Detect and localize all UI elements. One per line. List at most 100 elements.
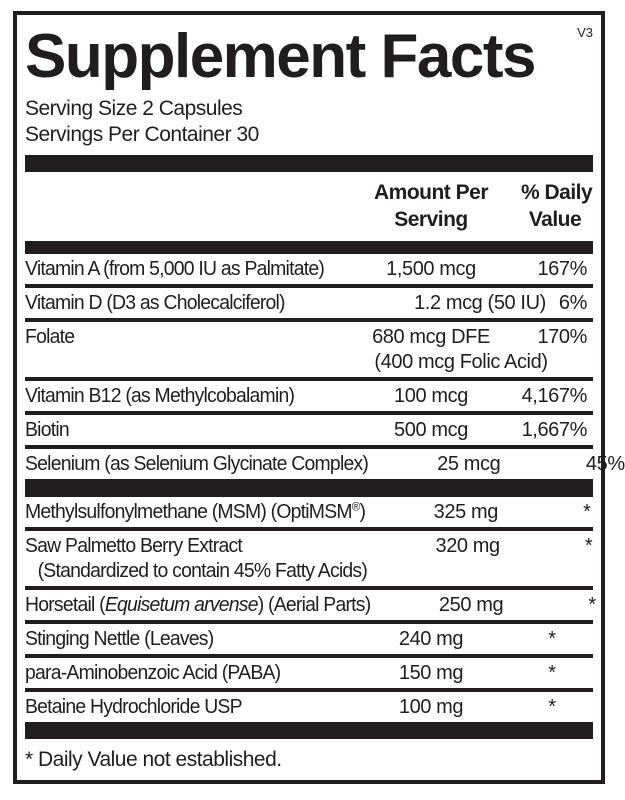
daily-value: * <box>548 662 556 684</box>
amount-value: 240 mg <box>341 627 521 652</box>
table-row: Folate 680 mcg DFE (400 mcg Folic Acid) 170… <box>25 322 593 377</box>
ingredient-name: Vitamin B12 (as Methylcobalamin) <box>25 384 341 409</box>
ingredient-name-line2: (Standardized to contain 45% Fatty Acids… <box>37 560 368 582</box>
daily-value: 167% <box>537 258 587 280</box>
page-title: Supplement Facts <box>25 22 537 91</box>
amount-text: 240 mg <box>398 628 464 650</box>
daily-value: 1,667% <box>521 419 588 441</box>
amount-and-dv: 1.2 mcg (50 IU) 6% <box>341 291 593 316</box>
name-part: ® <box>351 499 361 514</box>
ingredient-name: Selenium (as Selenium Glycinate Complex) <box>25 452 379 477</box>
table-row: Methylsulfonylmethane (MSM) (OptiMSM®) 32… <box>25 497 593 527</box>
amount-text: 500 mcg <box>394 419 468 441</box>
ingredient-name-text: Methylsulfonylmethane (MSM) (OptiMSM®) <box>25 499 366 525</box>
amount-text: 100 mcg <box>394 385 468 407</box>
ingredient-name-text: Stinging Nettle (Leaves) <box>25 627 214 652</box>
ingredient-name: Folate <box>25 325 341 350</box>
name-part: Horsetail ( <box>25 594 106 616</box>
ingredient-name: Methylsulfonylmethane (MSM) (OptiMSM®) <box>25 500 376 525</box>
amount-value: 500 mcg <box>341 418 521 443</box>
ingredient-name-text: Saw Palmetto Berry Extract (Standardized … <box>25 534 368 584</box>
ingredient-name: para-Aminobenzoic Acid (PABA) <box>25 661 341 686</box>
name-part: Folate <box>25 326 75 348</box>
row-separator <box>25 318 593 322</box>
amount-value: 100 mcg <box>341 384 521 409</box>
amount-value: 150 mg <box>341 661 521 686</box>
ingredient-name-text: Horsetail (Equisetum arvense) (Aerial Pa… <box>25 593 371 618</box>
amount-text: 325 mg <box>433 501 499 523</box>
row-separator <box>25 620 593 624</box>
table-row: para-Aminobenzoic Acid (PABA) 150 mg * <box>25 658 593 688</box>
table-row: Horsetail (Equisetum arvense) (Aerial Pa… <box>25 590 596 620</box>
row-separator <box>25 586 593 590</box>
row-separator <box>25 411 593 415</box>
nutrient-table-botanicals: Methylsulfonylmethane (MSM) (OptiMSM®) 32… <box>25 497 596 722</box>
amount-text: 320 mg <box>435 535 500 557</box>
table-row: Betaine Hydrochloride USP 100 mg * <box>25 692 593 722</box>
row-separator <box>25 445 593 449</box>
name-part: Vitamin A (from 5,000 IU as Palmitate) <box>25 258 325 280</box>
amount-text: 150 mg <box>398 662 464 684</box>
amount-value: 100 mg <box>341 695 521 720</box>
name-part: Methylsulfonylmethane (MSM) (OptiMSM <box>25 501 353 523</box>
daily-value-footnote: * Daily Value not established. <box>25 748 282 771</box>
ingredient-name-text: para-Aminobenzoic Acid (PABA) <box>25 661 281 686</box>
amount-text: 680 mcg DFE <box>372 326 490 348</box>
daily-value: 170% <box>537 326 587 348</box>
ingredient-name-text: Folate <box>25 325 75 350</box>
name-part: Betaine Hydrochloride USP <box>25 696 243 718</box>
row-separator <box>25 377 593 381</box>
ingredient-name-text: Vitamin A (from 5,000 IU as Palmitate) <box>25 257 325 282</box>
amount-value: 320 mg <box>378 534 558 559</box>
serving-info: Serving Size 2 Capsules Servings Per Con… <box>25 96 593 148</box>
dv-header-line2: Value <box>528 208 582 231</box>
row-separator <box>25 654 593 658</box>
amount-value: 250 mg <box>381 593 561 618</box>
table-row: Vitamin B12 (as Methylcobalamin) 100 mcg 4… <box>25 381 593 411</box>
row-separator <box>25 527 593 531</box>
ingredient-name: Biotin <box>25 418 341 443</box>
table-row: Biotin 500 mcg 1,667% <box>25 415 593 445</box>
section-divider-bar <box>25 241 593 254</box>
amount-value: 1,500 mcg <box>341 257 521 282</box>
name-part: ) <box>359 501 366 523</box>
amount-value: 1.2 mcg (50 IU) <box>414 292 546 314</box>
dv-header-line1: % Daily <box>521 181 593 204</box>
name-part: Stinging Nettle (Leaves) <box>25 628 214 650</box>
amount-text: 250 mg <box>438 594 504 616</box>
daily-value-header: % Daily Value <box>521 179 593 233</box>
daily-value: * <box>588 594 596 616</box>
amount-per-serving-header: Amount Per Serving <box>341 179 521 233</box>
row-separator <box>25 284 593 288</box>
table-header-row: Amount Per Serving % Daily Value <box>25 172 593 241</box>
amount-text: 1,500 mcg <box>386 258 476 280</box>
ingredient-name: Betaine Hydrochloride USP <box>25 695 341 720</box>
name-part: Equisetum arvense <box>104 594 259 616</box>
ingredient-name: Vitamin A (from 5,000 IU as Palmitate) <box>25 257 341 282</box>
ingredient-name: Saw Palmetto Berry Extract (Standardized … <box>25 534 378 584</box>
table-row: Saw Palmetto Berry Extract (Standardized … <box>25 531 593 586</box>
daily-value: * <box>583 501 591 523</box>
name-part: Vitamin D (D3 as Cholecalciferol) <box>25 292 286 314</box>
ingredient-name-text: Biotin <box>25 418 70 443</box>
name-part: Saw Palmetto Berry Extract <box>25 535 243 557</box>
label-content: V3 Supplement Facts Serving Size 2 Capsu… <box>25 22 625 780</box>
version-tag: V3 <box>577 25 593 40</box>
supplement-facts-label: V3 Supplement Facts Serving Size 2 Capsu… <box>13 11 625 784</box>
table-row: Vitamin A (from 5,000 IU as Palmitate) 1,… <box>25 254 593 284</box>
servings-per-container-text: Servings Per Container 30 <box>25 123 259 146</box>
name-part: Vitamin B12 (as Methylcobalamin) <box>25 385 295 407</box>
ingredient-name: Stinging Nettle (Leaves) <box>25 627 341 652</box>
daily-value: * <box>548 628 556 650</box>
amount-text-line2: (400 mcg Folic Acid) <box>374 351 548 373</box>
amount-header-line1: Amount Per <box>373 181 489 204</box>
daily-value: * <box>548 696 556 718</box>
name-part: Selenium (as Selenium Glycinate Complex) <box>25 453 369 475</box>
daily-value: 45% <box>585 453 625 475</box>
ingredient-name-text: Vitamin D (D3 as Cholecalciferol) <box>25 291 286 316</box>
table-row: Selenium (as Selenium Glycinate Complex)… <box>25 449 625 479</box>
section-divider-bar <box>25 155 593 172</box>
ingredient-name-text: Selenium (as Selenium Glycinate Complex) <box>25 452 369 477</box>
ingredient-name: Horsetail (Equisetum arvense) (Aerial Pa… <box>25 593 381 618</box>
ingredient-name-text: Betaine Hydrochloride USP <box>25 695 243 720</box>
